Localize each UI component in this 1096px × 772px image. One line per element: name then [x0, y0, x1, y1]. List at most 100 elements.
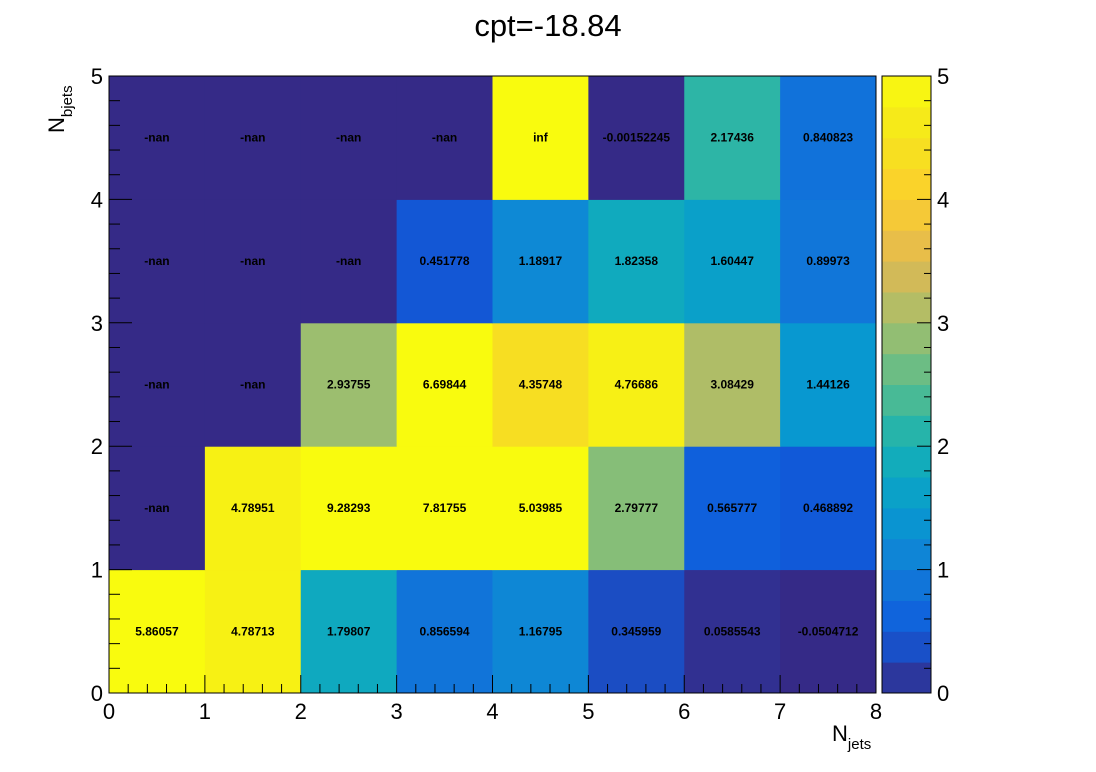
colorbar-tick-label: 5	[937, 64, 949, 89]
heatmap-cell	[492, 446, 589, 571]
colorbar-segment	[882, 76, 931, 108]
heatmap-cell	[588, 76, 685, 200]
heatmap-cell	[204, 446, 302, 571]
heatmap-cell	[684, 569, 781, 694]
heatmap-cell	[109, 569, 206, 694]
colorbar-segment	[882, 291, 931, 324]
x-tick-label: 2	[295, 699, 307, 724]
heatmap-cell	[396, 322, 493, 447]
x-tick-label: 8	[870, 699, 882, 724]
colorbar-tick-label: 1	[937, 558, 949, 583]
x-tick-label: 0	[103, 699, 115, 724]
cell-value-label: 1.82358	[615, 254, 659, 268]
cell-value-label: -nan	[240, 378, 265, 392]
x-tick-label: 5	[582, 699, 594, 724]
y-tick-label: 2	[91, 434, 103, 459]
colorbar-segment	[882, 137, 931, 170]
colorbar: 0 1 2 3 4 5	[881, 64, 949, 706]
x-tick-label: 4	[486, 699, 498, 724]
heatmap-cell	[780, 446, 877, 571]
heatmap-cell-labels: 5.86057 4.78713 1.79807 0.856594 1.16795 0.34…	[135, 131, 859, 639]
cell-value-label: 3.08429	[710, 378, 754, 392]
heatmap-cell	[588, 322, 685, 447]
cell-value-label: -nan	[336, 254, 361, 268]
heatmap-cell	[396, 76, 493, 200]
heatmap-cell	[396, 199, 493, 324]
cell-value-label: 1.79807	[327, 624, 371, 638]
cell-value-label: -0.00152245	[603, 131, 671, 145]
heatmap-cell	[780, 322, 877, 447]
cell-value-label: -nan	[240, 254, 265, 268]
cell-value-label: 4.78951	[231, 501, 275, 515]
cell-value-label: -nan	[336, 131, 361, 145]
heatmap-cell	[204, 322, 302, 447]
cell-value-label: -nan	[144, 378, 169, 392]
cell-value-label: -nan	[144, 254, 169, 268]
y-tick-label: 0	[91, 681, 103, 706]
colorbar-segment	[882, 507, 931, 540]
cell-value-label: -0.0504712	[798, 624, 859, 638]
chart-title: cpt=-18.84	[474, 8, 621, 43]
svg-text:Njets: Njets	[832, 721, 871, 753]
x-tick-label: 6	[678, 699, 690, 724]
y-tick-label: 3	[91, 311, 103, 336]
heatmap-cell	[396, 569, 493, 694]
colorbar-segment	[882, 538, 931, 571]
heatmap-cell	[300, 446, 398, 571]
heatmap-cell	[492, 322, 589, 447]
heatmap-cell	[492, 199, 589, 324]
colorbar-segment	[882, 106, 931, 139]
y-tick-label: 4	[91, 187, 103, 212]
cell-value-label: 4.78713	[231, 624, 275, 638]
x-axis: 0 1 2 3 4 5 6 7 8	[103, 675, 882, 724]
cell-value-label: 0.89973	[806, 254, 850, 268]
heatmap-cell	[588, 446, 685, 571]
y-axis: 0 1 2 3 4 5	[91, 64, 132, 706]
colorbar-tick-label: 2	[937, 434, 949, 459]
x-tick-label: 3	[391, 699, 403, 724]
heatmap-cell	[492, 76, 589, 200]
colorbar-segment	[882, 477, 931, 509]
cell-value-label: 1.18917	[519, 254, 563, 268]
cell-value-label: 2.79777	[615, 501, 659, 515]
colorbar-segment	[882, 631, 931, 663]
cell-value-label: 7.81755	[423, 501, 467, 515]
heatmap-cell	[780, 199, 877, 324]
heatmap-cell	[300, 322, 398, 447]
cell-value-label: 9.28293	[327, 501, 371, 515]
heatmap-cell	[588, 199, 685, 324]
heatmap-cell	[300, 569, 398, 694]
heatmap-cell	[492, 569, 589, 694]
cell-value-label: 0.468892	[803, 501, 853, 515]
heatmap-cell	[588, 569, 685, 694]
colorbar-segment	[882, 662, 931, 694]
heatmap-cells	[109, 76, 877, 694]
colorbar-segment	[882, 168, 931, 200]
x-axis-title-main: N	[832, 721, 848, 746]
colorbar-segment	[882, 322, 931, 355]
y-tick-label: 1	[91, 558, 103, 583]
colorbar-segment	[882, 261, 931, 293]
cell-value-label: 0.856594	[420, 624, 470, 638]
heatmap-cell	[300, 199, 398, 324]
cell-value-label: 1.44126	[806, 378, 850, 392]
colorbar-segment	[882, 415, 931, 447]
heatmap-cell	[780, 569, 877, 694]
cell-value-label: 2.93755	[327, 378, 371, 392]
cell-value-label: -nan	[432, 131, 457, 145]
colorbar-segment	[882, 199, 931, 231]
colorbar-segment	[882, 569, 931, 601]
cell-value-label: 0.840823	[803, 131, 853, 145]
cell-value-label: 0.565777	[707, 501, 757, 515]
cell-value-label: 0.0585543	[704, 624, 761, 638]
heatmap-cell	[684, 76, 781, 200]
y-axis-title: Nbjets	[44, 85, 76, 133]
svg-text:Nbjets: Nbjets	[44, 85, 76, 133]
y-tick-label: 5	[91, 64, 103, 89]
cell-value-label: 5.86057	[135, 624, 179, 638]
colorbar-frame	[881, 75, 932, 694]
cell-value-label: 0.451778	[420, 254, 470, 268]
cell-value-label: -nan	[144, 131, 169, 145]
x-axis-title-sub: jets	[847, 736, 871, 753]
